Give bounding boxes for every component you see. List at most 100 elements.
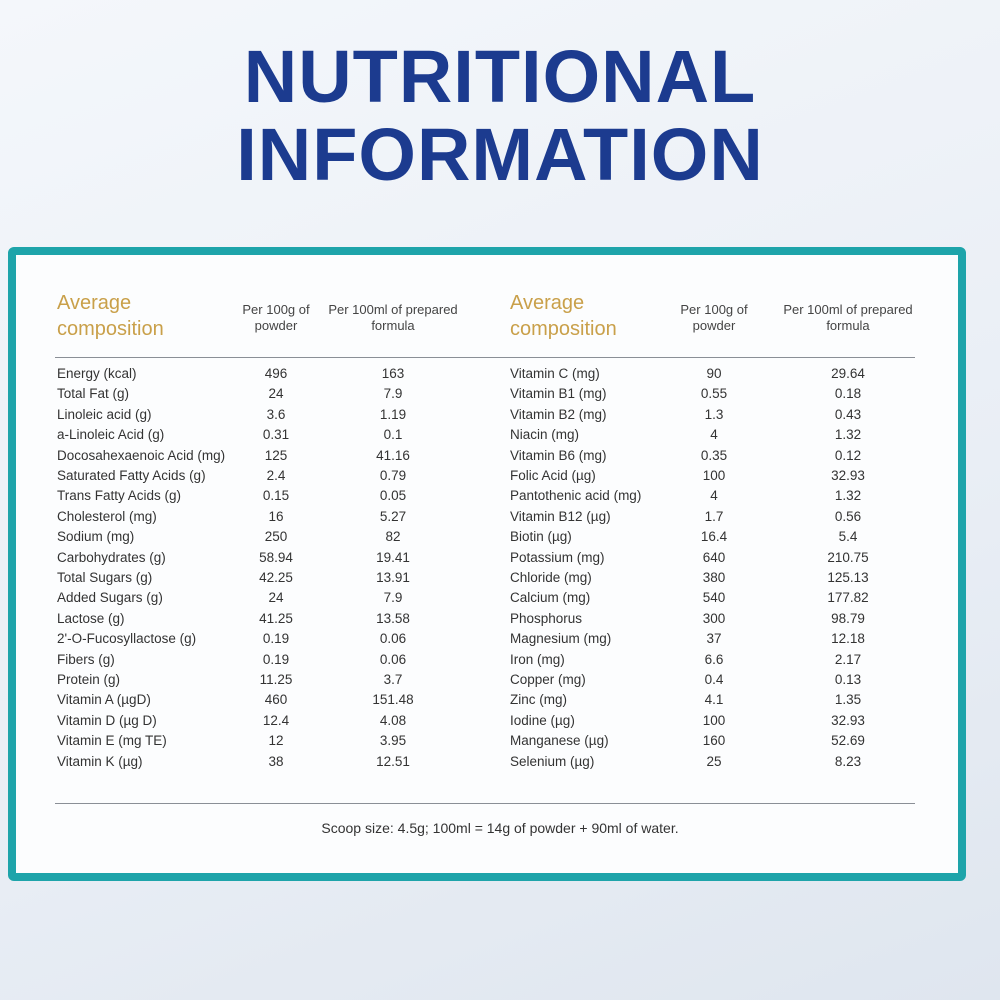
formula-value: 3.95 xyxy=(379,733,407,749)
formula-value: 5.27 xyxy=(379,508,407,524)
nutrient-name: Energy (kcal) xyxy=(57,366,137,381)
nutrient-name: Potassium (mg) xyxy=(510,549,605,565)
formula-value: 7.9 xyxy=(383,590,403,606)
formula-value: 1.32 xyxy=(834,488,862,504)
powder-value: 0.19 xyxy=(262,651,290,667)
formula-value: 8.23 xyxy=(834,753,862,769)
powder-value: 25 xyxy=(706,753,722,769)
formula-value: 52.69 xyxy=(831,733,865,749)
nutrient-name: Niacin (mg) xyxy=(510,427,580,443)
formula-value: 13.58 xyxy=(376,610,410,626)
powder-value: 540 xyxy=(702,590,726,606)
header-rule xyxy=(55,357,915,358)
nutrient-name: Manganese (µg) xyxy=(510,733,609,749)
column-header: Average composition xyxy=(57,292,164,340)
nutrient-name: Iodine (µg) xyxy=(510,712,575,728)
powder-value: 0.55 xyxy=(700,386,728,402)
nutrient-name: Vitamin D (µg D) xyxy=(57,712,157,728)
powder-value: 6.6 xyxy=(704,651,724,667)
nutrient-name: Carbohydrates (g) xyxy=(57,549,166,565)
nutrient-name: Vitamin B12 (µg) xyxy=(510,508,611,524)
nutrient-name: Linoleic acid (g) xyxy=(57,406,152,422)
nutrient-name: Pantothenic acid (mg) xyxy=(510,488,642,504)
formula-value: 3.7 xyxy=(383,672,403,687)
powder-value: 16.4 xyxy=(700,529,728,545)
formula-value: 0.13 xyxy=(834,672,862,687)
formula-value: 82 xyxy=(385,529,401,545)
column-header: Per 100g of powder xyxy=(680,302,748,334)
nutrient-name: Sodium (mg) xyxy=(57,529,135,545)
powder-value: 0.4 xyxy=(704,672,724,687)
nutrient-name: Protein (g) xyxy=(57,672,121,687)
formula-value: 19.41 xyxy=(376,549,410,565)
nutrient-name: Magnesium (mg) xyxy=(510,631,612,647)
nutrient-name: Copper (mg) xyxy=(510,672,586,687)
formula-value: 1.35 xyxy=(834,692,862,708)
powder-value: 100 xyxy=(702,712,726,728)
powder-value: 24 xyxy=(268,590,284,606)
nutrient-name: Vitamin C (mg) xyxy=(510,366,600,381)
powder-value: 41.25 xyxy=(259,610,293,626)
nutrient-name: Docosahexaenoic Acid (mg) xyxy=(57,447,226,463)
nutrient-name: Vitamin A (µgD) xyxy=(57,692,151,708)
nutrient-name: Selenium (µg) xyxy=(510,753,595,769)
formula-value: 32.93 xyxy=(831,712,865,728)
formula-value: 125.13 xyxy=(827,570,869,585)
nutrient-name: Added Sugars (g) xyxy=(57,590,163,606)
powder-value: 24 xyxy=(268,386,284,402)
powder-value: 12 xyxy=(268,733,284,749)
powder-value: 100 xyxy=(702,468,726,483)
powder-value: 4 xyxy=(710,427,718,443)
formula-value: 0.05 xyxy=(379,488,407,504)
powder-value: 0.19 xyxy=(262,631,290,647)
formula-value: 12.51 xyxy=(376,753,410,769)
powder-value: 12.4 xyxy=(262,712,290,728)
formula-value: 32.93 xyxy=(831,468,865,483)
formula-value: 163 xyxy=(381,366,405,381)
formula-value: 0.79 xyxy=(379,468,407,483)
powder-value: 250 xyxy=(264,529,288,545)
powder-value: 160 xyxy=(702,733,726,749)
powder-value: 125 xyxy=(264,447,288,463)
formula-value: 2.17 xyxy=(834,651,862,667)
formula-value: 12.18 xyxy=(831,631,865,647)
nutrient-name: Vitamin K (µg) xyxy=(57,753,143,769)
nutrient-name: Zinc (mg) xyxy=(510,692,567,708)
formula-value: 0.56 xyxy=(834,508,862,524)
nutrient-name: Phosphorus xyxy=(510,610,583,626)
powder-value: 58.94 xyxy=(259,549,293,565)
nutrient-name: Calcium (mg) xyxy=(510,590,591,606)
powder-value: 42.25 xyxy=(259,570,293,585)
column-header: Average composition xyxy=(510,292,617,340)
formula-value: 210.75 xyxy=(827,549,869,565)
powder-value: 1.3 xyxy=(704,406,724,422)
formula-value: 0.18 xyxy=(834,386,862,402)
formula-value: 1.32 xyxy=(834,427,862,443)
powder-value: 4 xyxy=(710,488,718,504)
formula-value: 7.9 xyxy=(383,386,403,402)
nutrient-name: a-Linoleic Acid (g) xyxy=(57,427,165,443)
powder-value: 37 xyxy=(706,631,722,647)
formula-value: 41.16 xyxy=(376,447,410,463)
nutrient-name: Fibers (g) xyxy=(57,651,115,667)
formula-value: 177.82 xyxy=(827,590,869,606)
powder-value: 90 xyxy=(706,366,722,381)
powder-value: 380 xyxy=(702,570,726,585)
powder-value: 0.15 xyxy=(262,488,290,504)
formula-value: 98.79 xyxy=(831,610,865,626)
powder-value: 16 xyxy=(268,508,284,524)
powder-value: 0.35 xyxy=(700,447,728,463)
formula-value: 0.06 xyxy=(379,651,407,667)
nutrient-name: Saturated Fatty Acids (g) xyxy=(57,468,206,483)
footnote: Scoop size: 4.5g; 100ml = 14g of powder … xyxy=(321,820,679,836)
powder-value: 11.25 xyxy=(259,672,293,687)
formula-value: 0.43 xyxy=(834,406,862,422)
column-header: Per 100ml of prepared formula xyxy=(783,302,913,334)
column-header: Per 100g of powder xyxy=(242,302,310,334)
powder-value: 2.4 xyxy=(266,468,286,483)
nutrient-name: Trans Fatty Acids (g) xyxy=(57,488,182,504)
footer-rule xyxy=(55,803,915,804)
formula-value: 1.19 xyxy=(379,406,407,422)
formula-value: 0.12 xyxy=(834,447,862,463)
